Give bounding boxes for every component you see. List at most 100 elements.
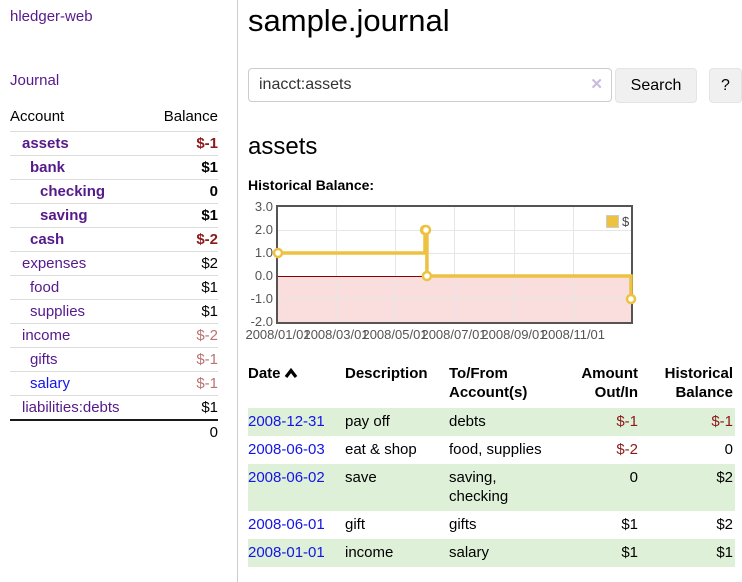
register-description: eat & shop	[345, 441, 417, 458]
clear-search-icon[interactable]: ✕	[590, 76, 603, 93]
account-link[interactable]: income	[22, 327, 71, 344]
accounts-table: Account Balance assets $-1 bank $1 check…	[10, 104, 218, 444]
register-balance: 0	[724, 441, 733, 458]
account-link[interactable]: food	[30, 279, 60, 296]
register-amount: $-1	[552, 408, 640, 436]
accounts-total-row: 0	[10, 419, 218, 444]
register-amount: $1	[552, 539, 640, 567]
search-button[interactable]: Search	[615, 68, 697, 103]
register-amount: $1	[621, 516, 638, 533]
x-axis-tick-label: 2008/03/01	[303, 327, 369, 342]
y-axis-tick-label: 0.0	[254, 268, 273, 283]
register-amount: $-2	[616, 441, 638, 458]
account-link[interactable]: cash	[30, 231, 65, 248]
account-link[interactable]: supplies	[30, 303, 86, 320]
v-gridline	[513, 207, 515, 322]
x-axis-tick-label: 2008/01/01	[245, 327, 311, 342]
accounts-column-account: Account	[10, 108, 65, 125]
account-balance: $1	[149, 299, 218, 324]
register-column-accounts: To/From Account(s)	[449, 365, 528, 401]
sidebar-item-journal[interactable]: Journal	[10, 72, 60, 89]
account-row: assets $-1	[10, 131, 218, 156]
account-link[interactable]: gifts	[30, 351, 58, 368]
account-balance: $-2	[149, 323, 218, 348]
chart-label: Historical Balance:	[248, 177, 375, 193]
register-row: 2008-06-02 save saving, checking 0 $2	[248, 464, 735, 511]
register-description: save	[345, 464, 449, 511]
chart-plot-area	[276, 205, 633, 324]
register-description: pay off	[345, 408, 449, 436]
accounts-header-row: Account Balance	[10, 104, 218, 132]
account-balance: $2	[149, 251, 218, 276]
chart-legend: $	[605, 213, 631, 230]
register-date-link[interactable]: 2008-01-01	[248, 544, 325, 561]
account-balance: $1	[149, 203, 218, 228]
search-input[interactable]	[248, 68, 612, 102]
y-axis-tick-label: 3.0	[254, 199, 273, 214]
account-balance: $-1	[149, 371, 218, 396]
y-axis-tick-label: -1.0	[250, 291, 273, 306]
v-gridline	[454, 207, 456, 322]
account-link[interactable]: liabilities:debts	[22, 399, 120, 416]
x-axis-tick-label: 2008/09/01	[481, 327, 547, 342]
register-accounts: debts	[449, 408, 552, 436]
zero-line	[278, 276, 631, 277]
account-heading: assets	[248, 133, 318, 160]
account-link[interactable]: assets	[22, 135, 69, 152]
account-row: liabilities:debts $1	[10, 395, 218, 420]
register-date-link[interactable]: 2008-06-02	[248, 469, 325, 486]
sidebar-divider	[237, 0, 238, 582]
account-balance: $-1	[149, 131, 218, 156]
register-accounts: gifts	[449, 516, 477, 533]
app-title-link[interactable]: hledger-web	[10, 8, 93, 25]
register-table: Date Description To/From Account(s) Amou…	[248, 362, 735, 567]
register-balance: $2	[716, 516, 733, 533]
y-axis-tick-label: 1.0	[254, 245, 273, 260]
y-axis-tick-label: -2.0	[250, 314, 273, 329]
register-row: 2008-01-01 income salary $1 $1	[248, 539, 735, 567]
help-button[interactable]: ?	[709, 68, 742, 103]
account-link[interactable]: bank	[30, 159, 66, 176]
x-axis-tick-label: 2008/05/01	[362, 327, 428, 342]
v-gridline	[336, 207, 338, 322]
account-link[interactable]: checking	[40, 183, 106, 200]
register-column-date[interactable]: Date	[248, 362, 345, 408]
register-row: 2008-12-31 pay off debts $-1 $-1	[248, 408, 735, 436]
register-date-link[interactable]: 2008-06-03	[248, 441, 325, 458]
account-link[interactable]: salary	[30, 375, 71, 392]
x-axis-tick-label: 2008/07/01	[421, 327, 487, 342]
register-column-description: Description	[345, 365, 428, 382]
register-balance: $2	[640, 464, 735, 511]
account-balance: 0	[149, 179, 218, 204]
register-balance: $1	[640, 539, 735, 567]
accounts-column-balance: Balance	[163, 108, 218, 125]
v-gridline	[572, 207, 574, 322]
account-row: gifts $-1	[10, 347, 218, 372]
legend-label: $	[622, 214, 630, 229]
register-accounts: food, supplies	[449, 441, 542, 458]
legend-swatch-icon	[606, 215, 619, 228]
search-box: ✕	[248, 68, 612, 102]
account-row: checking 0	[10, 179, 218, 204]
account-balance: $-1	[149, 347, 218, 372]
register-header-row: Date Description To/From Account(s) Amou…	[248, 362, 735, 408]
page-title: sample.journal	[248, 3, 450, 38]
accounts-total-value: 0	[149, 419, 218, 444]
account-row: income $-2	[10, 323, 218, 348]
account-row: bank $1	[10, 155, 218, 180]
account-link[interactable]: expenses	[22, 255, 87, 272]
register-date-link[interactable]: 2008-06-01	[248, 516, 325, 533]
y-axis-tick-label: 2.0	[254, 222, 273, 237]
historical-balance-chart: $ 3.0 2.0 1.0 0.0 -1.0 -2.0 2008/01/01 2008/03/…	[245, 199, 742, 348]
x-axis-tick-label: 2008/11/01	[540, 327, 606, 342]
account-balance: $1	[149, 275, 218, 300]
account-row: cash $-2	[10, 227, 218, 252]
sort-ascending-icon	[284, 365, 298, 384]
register-balance: $-1	[640, 408, 735, 436]
register-row: 2008-06-01 gift gifts $1 $2	[248, 511, 735, 539]
register-date-link[interactable]: 2008-12-31	[248, 413, 325, 430]
register-column-balance: Historical Balance	[664, 365, 733, 401]
account-link[interactable]: saving	[40, 207, 88, 224]
register-amount: 0	[552, 464, 640, 511]
v-gridline	[395, 207, 397, 322]
